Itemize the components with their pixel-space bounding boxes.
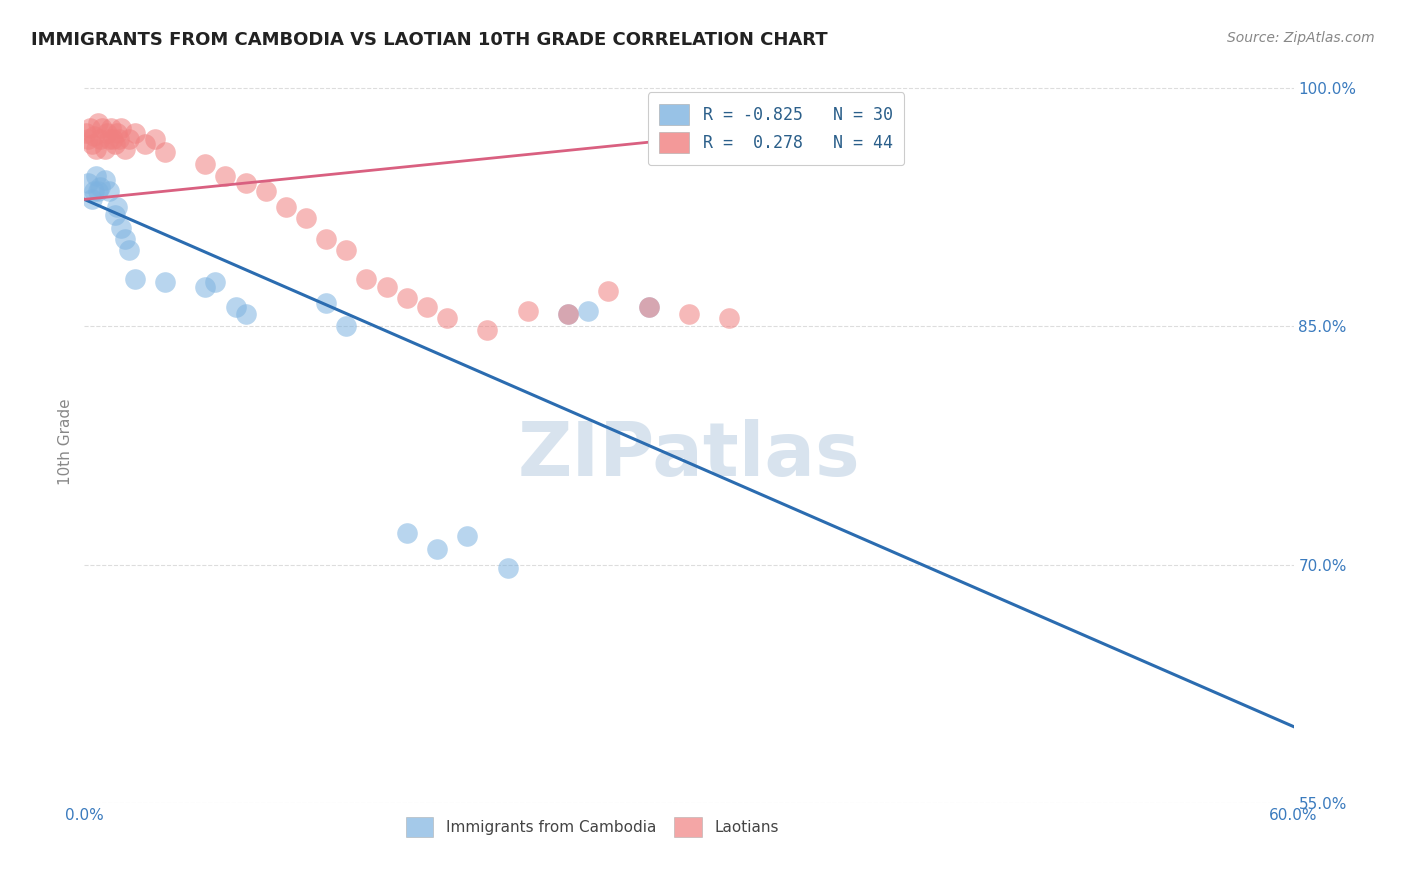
Point xyxy=(91,120,114,135)
Point xyxy=(254,185,277,199)
Point xyxy=(637,301,659,315)
Point xyxy=(114,142,136,156)
Y-axis label: 10th Grade: 10th Grade xyxy=(58,398,73,485)
Point xyxy=(477,322,499,336)
Point xyxy=(235,307,257,321)
Point xyxy=(89,132,111,146)
Point xyxy=(134,136,156,151)
Point xyxy=(678,307,700,321)
Point xyxy=(204,275,226,289)
Point xyxy=(143,132,166,146)
Point xyxy=(395,525,418,540)
Point xyxy=(79,120,101,135)
Point xyxy=(153,145,176,159)
Point xyxy=(235,177,257,191)
Legend: Immigrants from Cambodia, Laotians: Immigrants from Cambodia, Laotians xyxy=(396,808,787,846)
Point xyxy=(105,200,128,214)
Point xyxy=(101,132,124,146)
Point xyxy=(274,200,297,214)
Point xyxy=(118,132,141,146)
Text: ZIPatlas: ZIPatlas xyxy=(517,419,860,492)
Point xyxy=(93,173,115,187)
Point xyxy=(105,126,128,140)
Point xyxy=(124,126,146,140)
Point xyxy=(718,311,741,326)
Text: IMMIGRANTS FROM CAMBODIA VS LAOTIAN 10TH GRADE CORRELATION CHART: IMMIGRANTS FROM CAMBODIA VS LAOTIAN 10TH… xyxy=(31,31,828,49)
Point xyxy=(295,211,318,226)
Point xyxy=(86,169,108,183)
Point xyxy=(87,116,110,130)
Text: Source: ZipAtlas.com: Source: ZipAtlas.com xyxy=(1227,31,1375,45)
Point xyxy=(194,157,217,171)
Point xyxy=(416,301,439,315)
Point xyxy=(557,307,579,321)
Point xyxy=(96,126,118,140)
Point xyxy=(100,120,122,135)
Point xyxy=(89,179,111,194)
Point xyxy=(496,561,519,575)
Point xyxy=(82,136,104,151)
Point xyxy=(93,142,115,156)
Point xyxy=(87,185,110,199)
Point xyxy=(516,303,538,318)
Point xyxy=(225,301,247,315)
Point xyxy=(194,279,217,293)
Point xyxy=(637,301,659,315)
Point xyxy=(576,303,599,318)
Point xyxy=(107,132,129,146)
Point xyxy=(214,169,236,183)
Point xyxy=(557,307,579,321)
Point xyxy=(104,208,127,222)
Point xyxy=(97,132,120,146)
Point xyxy=(97,185,120,199)
Point xyxy=(356,272,378,286)
Point xyxy=(335,319,357,334)
Point xyxy=(77,132,100,146)
Point xyxy=(124,272,146,286)
Point xyxy=(395,291,418,305)
Point xyxy=(315,232,337,246)
Point xyxy=(83,185,105,199)
Point xyxy=(335,243,357,257)
Point xyxy=(436,311,458,326)
Point xyxy=(426,541,449,556)
Point xyxy=(456,529,478,543)
Point xyxy=(315,295,337,310)
Point xyxy=(83,128,105,143)
Point xyxy=(75,126,97,140)
Point xyxy=(110,120,132,135)
Point xyxy=(82,193,104,207)
Point xyxy=(375,279,398,293)
Point xyxy=(114,232,136,246)
Point xyxy=(118,243,141,257)
Point xyxy=(77,177,100,191)
Point xyxy=(598,285,620,299)
Point xyxy=(86,142,108,156)
Point xyxy=(104,136,127,151)
Point xyxy=(110,221,132,235)
Point xyxy=(153,275,176,289)
